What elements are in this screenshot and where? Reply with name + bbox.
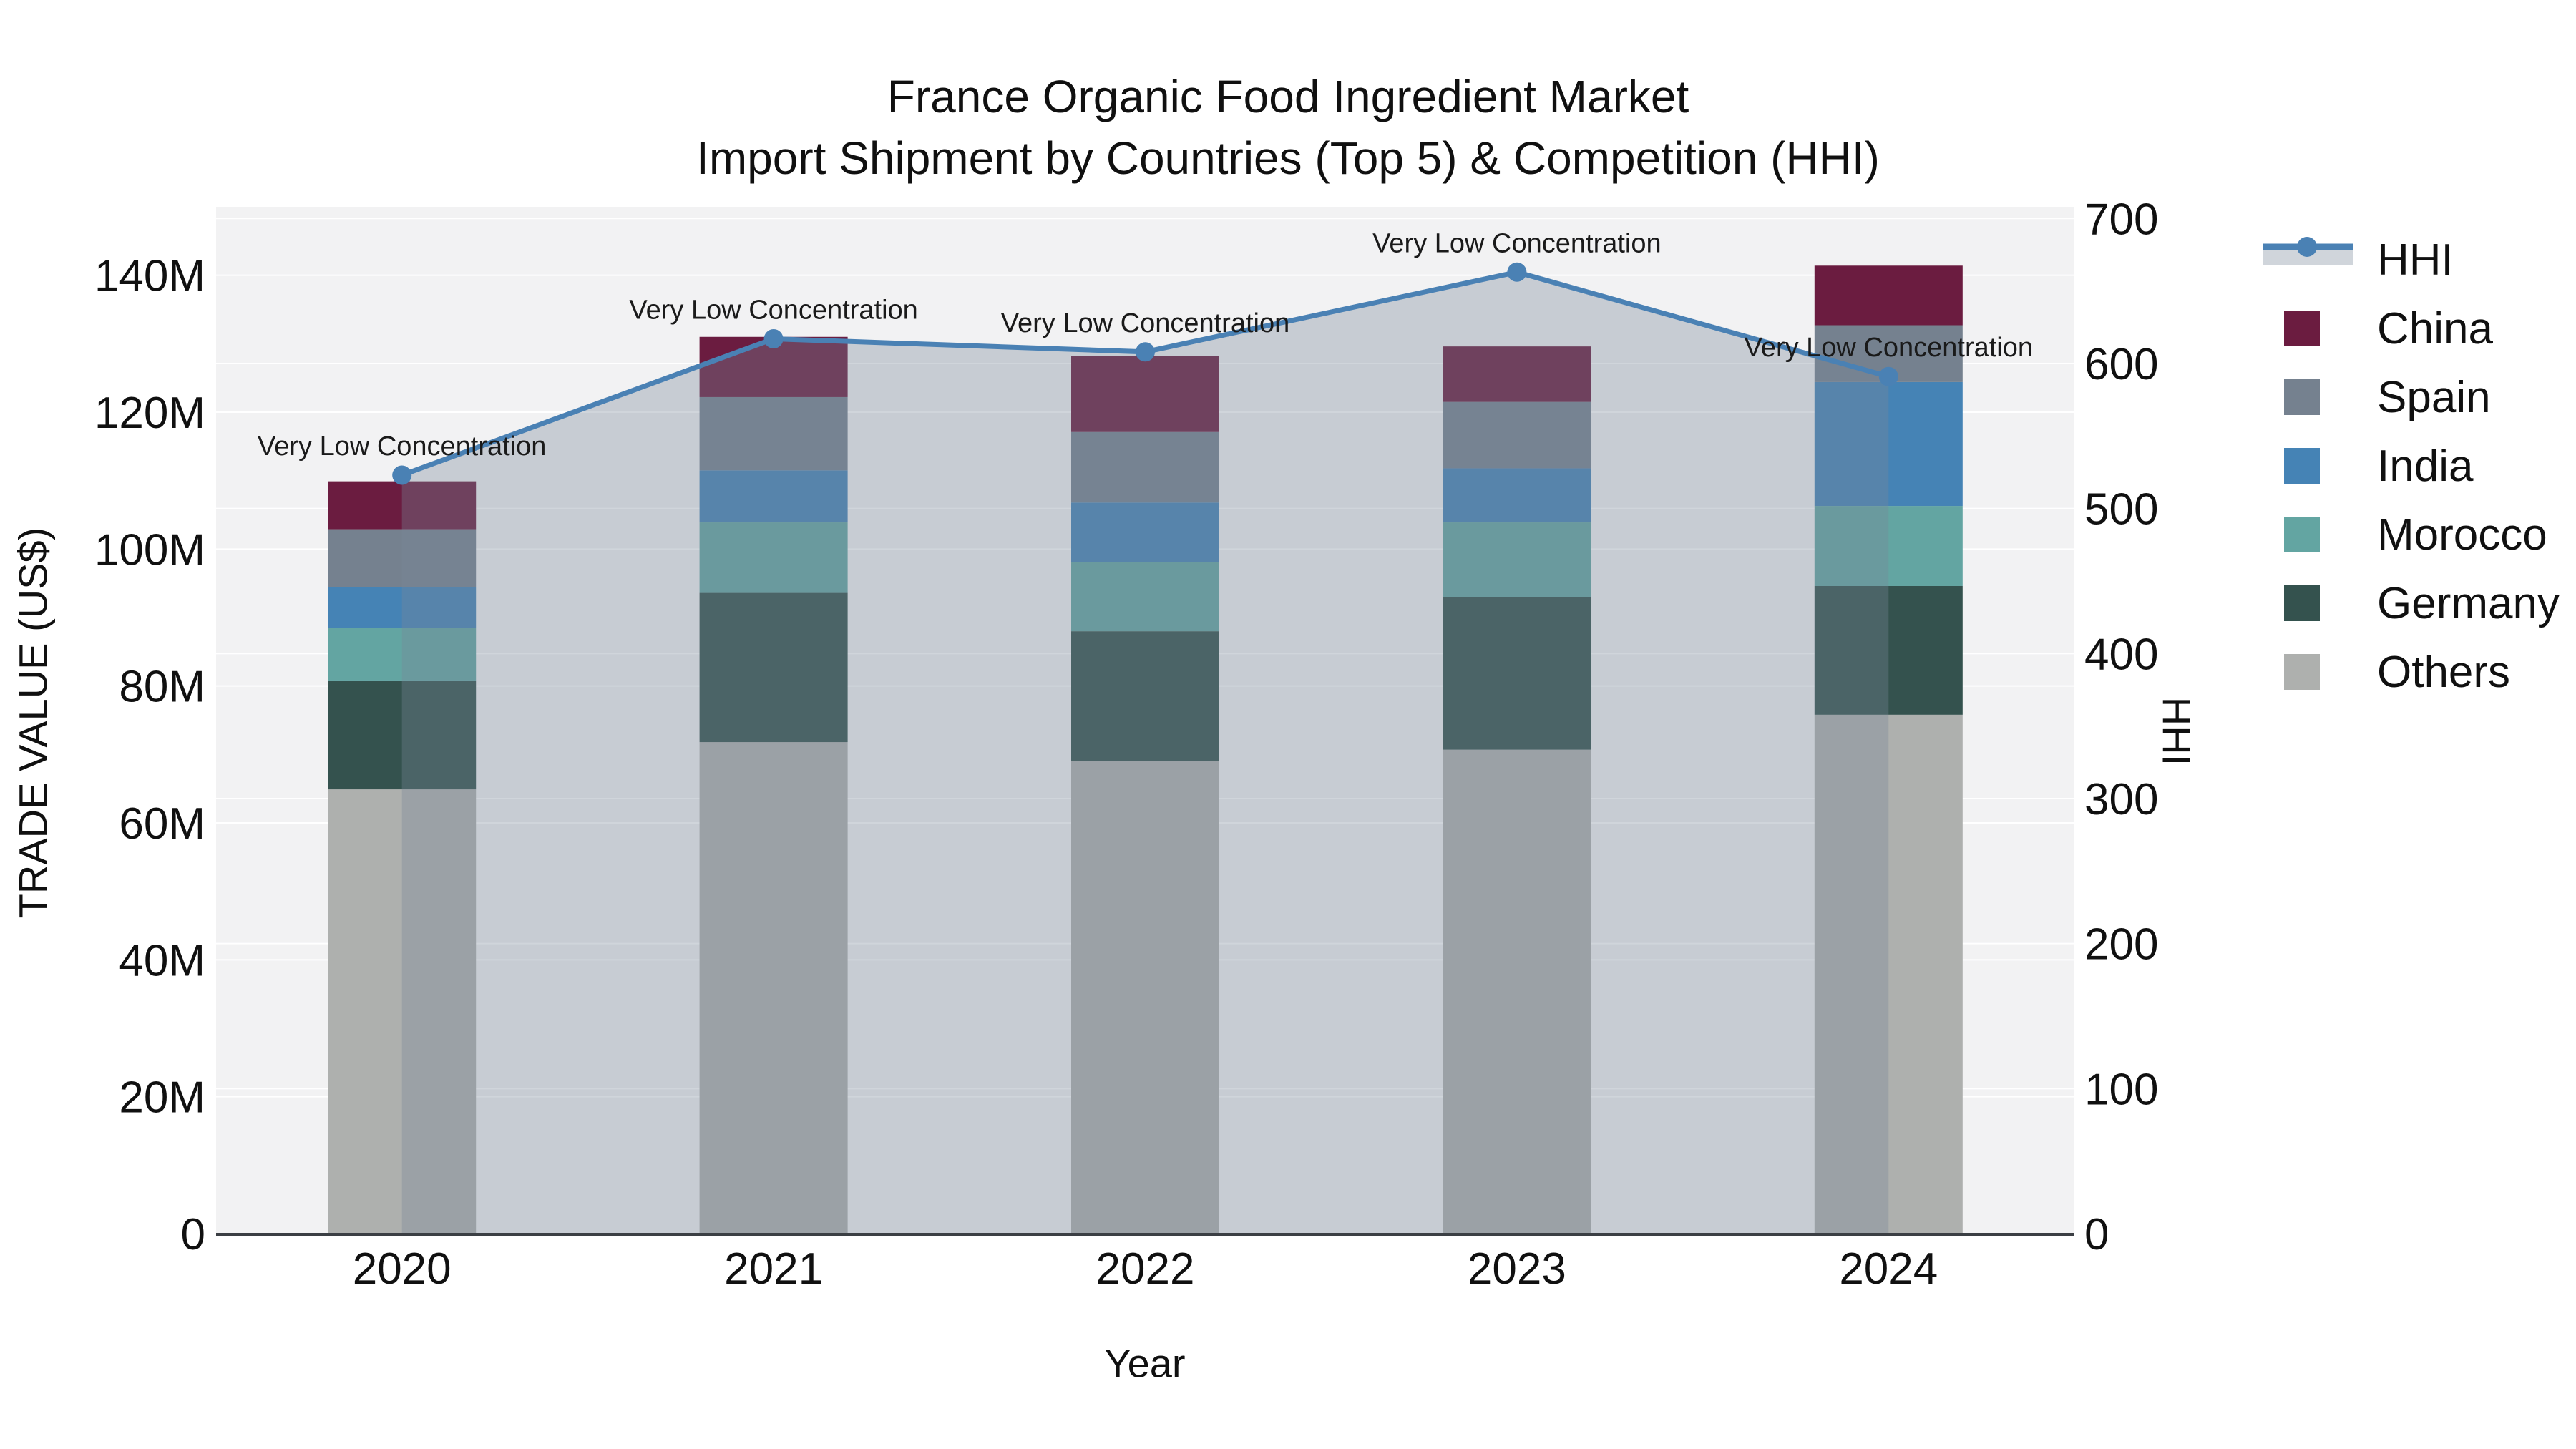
- y-axis-tick-label: 0: [181, 1210, 205, 1259]
- legend-swatch-icon: [2260, 448, 2358, 484]
- bar-segment-others-2021[interactable]: [699, 742, 848, 1234]
- bar-segment-morocco-2023[interactable]: [1443, 522, 1591, 597]
- legend-swatch-icon: [2260, 379, 2358, 415]
- y-axis-tick-label: 60M: [119, 799, 205, 849]
- legend-label: Morocco: [2377, 509, 2547, 560]
- annotation-very-low-concentration: Very Low Concentration: [1372, 228, 1661, 258]
- y2-axis-tick-label: 700: [2084, 195, 2158, 244]
- legend-label: India: [2377, 441, 2474, 491]
- bar-segment-germany-2023[interactable]: [1443, 597, 1591, 750]
- chart-title: France Organic Food Ingredient Market Im…: [0, 66, 2576, 189]
- y-axis-tick-label: 80M: [119, 663, 205, 712]
- legend: HHI China Spain India Morocco Germany Others: [2260, 225, 2560, 706]
- legend-item-india[interactable]: India: [2260, 431, 2560, 500]
- annotation-very-low-concentration: Very Low Concentration: [1745, 333, 2033, 363]
- legend-swatch-icon: [2260, 517, 2358, 552]
- bar-segment-morocco-2024[interactable]: [1814, 506, 1963, 586]
- bar-segment-china-2022[interactable]: [1071, 356, 1219, 432]
- chart-title-line2: Import Shipment by Countries (Top 5) & C…: [696, 132, 1880, 184]
- x-axis-tick-label: 2021: [724, 1244, 823, 1294]
- bar-segment-germany-2024[interactable]: [1814, 585, 1963, 715]
- legend-swatch-icon: [2260, 654, 2358, 690]
- x-axis-tick-label: 2020: [353, 1244, 452, 1294]
- x-axis-title: Year: [1104, 1340, 1186, 1386]
- hhi-area-fill: [401, 272, 1889, 1234]
- hhi-marker-2024[interactable]: [1878, 366, 1898, 386]
- hhi-marker-2020[interactable]: [392, 465, 412, 485]
- x-axis-tick-label: 2024: [1839, 1244, 1938, 1294]
- y2-axis-title: HHI: [2154, 696, 2200, 766]
- y2-axis-tick-label: 300: [2084, 775, 2158, 824]
- bar-segment-india-2023[interactable]: [1443, 468, 1591, 523]
- legend-item-hhi[interactable]: HHI: [2260, 225, 2560, 294]
- bar-segment-germany-2022[interactable]: [1071, 631, 1219, 761]
- y2-axis-tick-label: 200: [2084, 920, 2158, 970]
- bar-segment-others-2022[interactable]: [1071, 761, 1219, 1234]
- bar-segment-china-2020[interactable]: [328, 481, 477, 530]
- y2-axis-tick-label: 500: [2084, 485, 2158, 535]
- legend-item-others[interactable]: Others: [2260, 638, 2560, 706]
- bar-segment-others-2020[interactable]: [328, 789, 477, 1234]
- legend-label: China: [2377, 303, 2493, 353]
- bar-segment-india-2022[interactable]: [1071, 502, 1219, 562]
- y2-axis-tick-label: 100: [2084, 1065, 2158, 1114]
- y-axis-tick-label: 20M: [119, 1073, 205, 1123]
- bar-segment-morocco-2022[interactable]: [1071, 562, 1219, 632]
- bar-segment-china-2023[interactable]: [1443, 346, 1591, 402]
- y2-axis-tick-label: 600: [2084, 340, 2158, 389]
- legend-item-morocco[interactable]: Morocco: [2260, 500, 2560, 569]
- bar-segment-morocco-2020[interactable]: [328, 628, 477, 681]
- y2-axis-tick-label: 0: [2084, 1210, 2109, 1259]
- bar-segment-spain-2023[interactable]: [1443, 401, 1591, 469]
- bar-segment-germany-2021[interactable]: [699, 592, 848, 743]
- bar-segment-spain-2022[interactable]: [1071, 431, 1219, 503]
- bar-segment-india-2024[interactable]: [1814, 381, 1963, 507]
- chart-title-line1: France Organic Food Ingredient Market: [887, 71, 1689, 122]
- y-axis-tick-label: 100M: [94, 525, 205, 575]
- legend-item-china[interactable]: China: [2260, 294, 2560, 363]
- hhi-marker-2021[interactable]: [763, 329, 784, 348]
- y-axis-tick-label: 120M: [94, 389, 205, 438]
- bar-segment-india-2020[interactable]: [328, 587, 477, 628]
- bar-segment-china-2024[interactable]: [1814, 265, 1963, 326]
- hhi-marker-2023[interactable]: [1507, 262, 1527, 282]
- annotation-very-low-concentration: Very Low Concentration: [258, 431, 546, 462]
- y-axis-title: TRADE VALUE (US$): [10, 527, 56, 919]
- annotation-very-low-concentration: Very Low Concentration: [629, 296, 917, 326]
- y2-axis-tick-label: 400: [2084, 630, 2158, 679]
- legend-swatch-icon: [2260, 585, 2358, 621]
- y-axis-tick-label: 40M: [119, 936, 205, 985]
- x-axis-tick-label: 2023: [1468, 1244, 1566, 1294]
- bar-segment-spain-2020[interactable]: [328, 529, 477, 587]
- legend-label: Spain: [2377, 372, 2491, 422]
- legend-label: HHI: [2377, 235, 2454, 285]
- legend-item-spain[interactable]: Spain: [2260, 363, 2560, 431]
- bar-segment-others-2024[interactable]: [1814, 714, 1963, 1234]
- legend-label: Others: [2377, 647, 2511, 697]
- x-axis-tick-label: 2022: [1096, 1244, 1195, 1294]
- y-axis-tick-label: 140M: [94, 252, 205, 301]
- bar-segment-germany-2020[interactable]: [328, 680, 477, 790]
- hhi-marker-2022[interactable]: [1136, 342, 1155, 362]
- legend-label: Germany: [2377, 578, 2560, 628]
- annotation-very-low-concentration: Very Low Concentration: [1001, 308, 1289, 338]
- legend-item-germany[interactable]: Germany: [2260, 569, 2560, 638]
- legend-swatch-icon: [2260, 311, 2358, 346]
- bar-segment-morocco-2021[interactable]: [699, 522, 848, 593]
- bar-segment-others-2023[interactable]: [1443, 749, 1591, 1234]
- bar-segment-spain-2021[interactable]: [699, 396, 848, 471]
- bar-segment-india-2021[interactable]: [699, 470, 848, 523]
